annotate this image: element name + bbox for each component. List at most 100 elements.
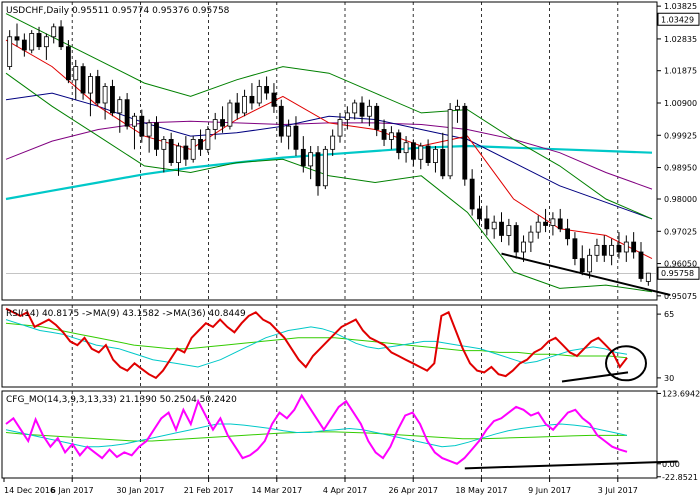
current-price-label: 1.03429: [661, 15, 694, 24]
candle-body: [330, 135, 336, 150]
candle-body: [418, 145, 424, 160]
price-grid: [6, 2, 657, 300]
candle-body: [344, 112, 350, 120]
candle-body: [447, 109, 453, 177]
candle-body: [491, 221, 497, 230]
cfg-axis: 123.6942 0.00 -22.8521: [657, 389, 700, 482]
price-tick-label: 0.96050: [664, 260, 697, 269]
candle-body: [572, 238, 578, 260]
candle-body: [198, 139, 203, 150]
candle-body: [234, 102, 240, 114]
candle-body: [594, 244, 600, 256]
candle-body: [616, 244, 622, 253]
candle-body: [455, 105, 460, 111]
candle-body: [36, 33, 42, 48]
candle-body: [65, 46, 71, 81]
cfg-tick-label: 123.6942: [662, 389, 700, 398]
candle-body: [212, 119, 218, 130]
candle-body: [543, 221, 548, 226]
candle-body: [286, 125, 292, 137]
rsi-panel[interactable]: RSI(14) 40.8175 ->MA(9) 43.1582 ->MA(36)…: [1, 304, 658, 388]
candle-body: [227, 102, 233, 127]
highlight-circle[interactable]: [605, 345, 647, 382]
candle-body: [396, 132, 402, 154]
cfg-signal1-line: [5, 423, 628, 448]
candle-body: [146, 122, 152, 137]
candle-body: [102, 86, 108, 104]
rsi-ma36-line: [5, 322, 628, 359]
candle-body: [528, 231, 534, 243]
candle-body: [183, 145, 189, 160]
candle-body: [43, 36, 49, 48]
overlay-line: [5, 13, 653, 220]
price-tick-label: 0.97025: [664, 227, 697, 236]
overlay-line: [5, 39, 653, 260]
rsi-lines: [5, 307, 628, 380]
last-price-label-box: [657, 266, 700, 280]
current-price-label-box: [657, 12, 700, 26]
date-label: 14 Dec 2016: [4, 486, 55, 495]
candle-body: [249, 95, 255, 104]
candle-body: [609, 244, 615, 256]
date-label: 6 Jan 2017: [51, 486, 94, 495]
candle-body: [352, 102, 358, 114]
date-label: 21 Feb 2017: [184, 486, 234, 495]
trendline[interactable]: [501, 252, 671, 297]
overlay-line: [5, 72, 653, 293]
price-panel[interactable]: USDCHF,Daily 0.95511 0.95774 0.95376 0.9…: [1, 1, 671, 301]
cfg-panel[interactable]: CFG_MO(14,3,9,3,13,33) 21.1390 50.2504 5…: [1, 390, 678, 479]
price-tick-label: 0.99925: [664, 131, 697, 140]
candle-body: [337, 119, 343, 137]
rsi-ma9-line: [5, 319, 628, 368]
cfg-tick-label: -22.8521: [662, 473, 698, 482]
candle-body: [623, 241, 629, 253]
candle-body: [484, 218, 490, 230]
candlesticks: [7, 20, 651, 286]
candle-body: [403, 142, 409, 154]
candle-body: [440, 148, 446, 177]
date-label: 9 Jun 2017: [528, 486, 571, 495]
candle-body: [506, 225, 512, 236]
candle-body: [139, 115, 145, 137]
candle-body: [21, 39, 27, 51]
rsi-axis: 65 30: [657, 310, 674, 383]
candle-body: [388, 132, 394, 140]
candle-body: [557, 218, 563, 230]
candle-body: [587, 254, 593, 273]
rsi-grid: [71, 305, 619, 387]
candle-body: [29, 33, 35, 51]
price-tick-label: 0.98000: [664, 195, 697, 204]
cfg-grid: [71, 391, 619, 478]
date-label: 14 Mar 2017: [251, 486, 302, 495]
date-label: 18 May 2017: [455, 486, 507, 495]
date-label: 3 Jul 2017: [598, 486, 638, 495]
candle-body: [14, 36, 20, 41]
date-label: 30 Jan 2017: [116, 486, 164, 495]
cfg-lines: [5, 393, 628, 465]
candle-body: [161, 139, 167, 150]
candle-body: [220, 119, 225, 127]
cfg-header: CFG_MO(14,3,9,3,13,33) 21.1390 50.2504 5…: [6, 395, 237, 405]
candle-body: [645, 272, 651, 282]
price-overlays: [5, 13, 653, 293]
candle-body: [205, 129, 211, 150]
cfg-panel-frame: [1, 390, 658, 479]
rsi-trendline[interactable]: [561, 371, 629, 383]
candle-body: [638, 251, 644, 279]
candle-body: [322, 148, 328, 187]
cfg-trendline: [464, 460, 678, 470]
candle-body: [315, 152, 321, 187]
candle-body: [565, 228, 570, 240]
price-panel-frame: [1, 1, 658, 301]
trendline[interactable]: [464, 460, 678, 470]
candle-body: [51, 26, 57, 38]
candle-body: [95, 76, 101, 104]
candle-body: [132, 115, 137, 127]
candle-body: [117, 99, 123, 114]
price-trendline: [501, 252, 671, 297]
candle-body: [73, 66, 79, 81]
candle-body: [293, 125, 299, 150]
date-label: 26 Apr 2017: [388, 486, 437, 495]
